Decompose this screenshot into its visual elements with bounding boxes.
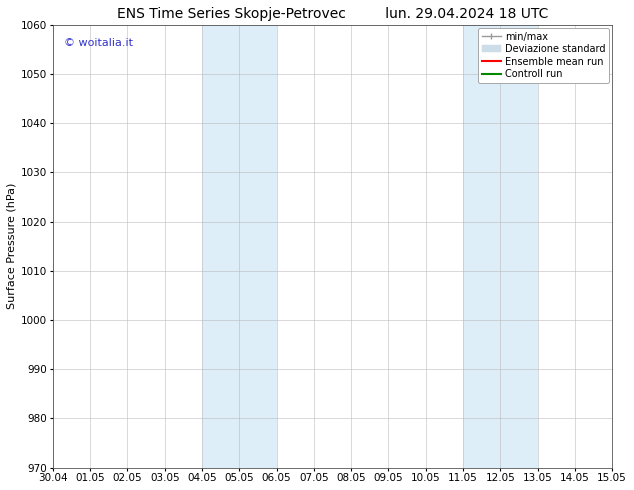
- Title: ENS Time Series Skopje-Petrovec         lun. 29.04.2024 18 UTC: ENS Time Series Skopje-Petrovec lun. 29.…: [117, 7, 548, 21]
- Bar: [202, 25, 240, 467]
- Bar: [240, 25, 276, 467]
- Legend: min/max, Deviazione standard, Ensemble mean run, Controll run: min/max, Deviazione standard, Ensemble m…: [477, 28, 609, 83]
- Y-axis label: Surface Pressure (hPa): Surface Pressure (hPa): [7, 183, 17, 309]
- Text: © woitalia.it: © woitalia.it: [64, 38, 133, 48]
- Bar: [500, 25, 538, 467]
- Bar: [463, 25, 500, 467]
